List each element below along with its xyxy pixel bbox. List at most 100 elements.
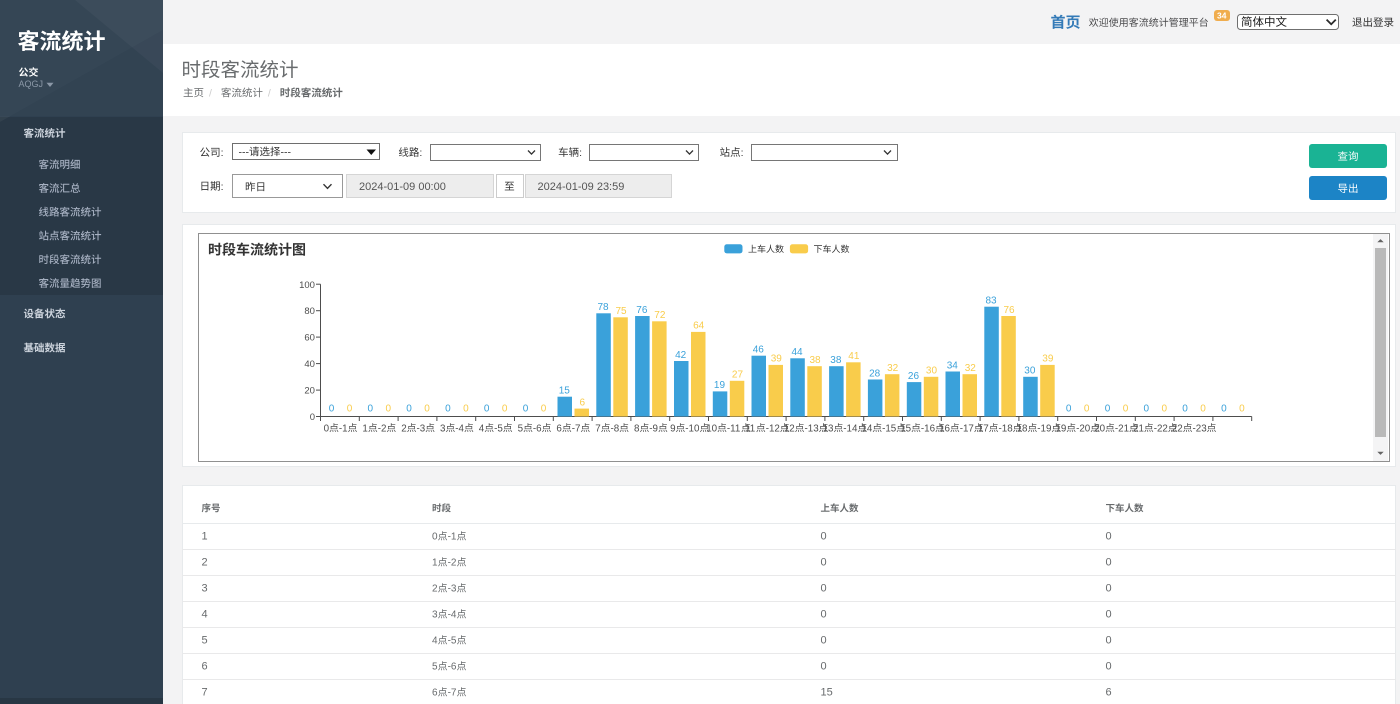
svg-text::: : xyxy=(221,181,224,193)
svg-text:38: 38 xyxy=(830,355,842,366)
svg-text:0: 0 xyxy=(1106,557,1112,569)
svg-text:32: 32 xyxy=(965,363,977,374)
svg-text:-1: -1 xyxy=(448,532,457,543)
svg-text:32: 32 xyxy=(887,363,899,374)
svg-text:/: / xyxy=(209,87,212,99)
svg-text:0: 0 xyxy=(821,609,827,621)
svg-text:20: 20 xyxy=(1094,423,1105,434)
svg-text:0: 0 xyxy=(821,531,827,543)
svg-text:76: 76 xyxy=(636,305,648,316)
svg-text:0: 0 xyxy=(329,403,335,414)
svg-text:72: 72 xyxy=(654,310,666,321)
svg-text:14: 14 xyxy=(861,423,872,434)
svg-text:18: 18 xyxy=(1017,423,1028,434)
svg-text:0: 0 xyxy=(502,403,508,414)
svg-text:3: 3 xyxy=(202,583,208,595)
svg-text:0: 0 xyxy=(1105,403,1111,414)
svg-text:100: 100 xyxy=(299,280,315,291)
svg-text:30: 30 xyxy=(1024,366,1036,377)
svg-text:27: 27 xyxy=(732,370,744,381)
svg-text:46: 46 xyxy=(753,345,765,356)
svg-text:-21: -21 xyxy=(1115,423,1129,434)
svg-text:-10: -10 xyxy=(685,423,700,434)
svg-text:-3: -3 xyxy=(448,584,457,595)
svg-text:19: 19 xyxy=(1055,423,1066,434)
svg-text:0: 0 xyxy=(347,403,353,414)
svg-text:75: 75 xyxy=(616,306,628,317)
svg-text:1: 1 xyxy=(362,423,367,434)
svg-text:1: 1 xyxy=(432,558,438,569)
svg-text:0: 0 xyxy=(484,403,490,414)
svg-text:16: 16 xyxy=(939,423,950,434)
svg-text:28: 28 xyxy=(869,368,881,379)
svg-text:21: 21 xyxy=(1133,423,1144,434)
svg-text:6: 6 xyxy=(1106,687,1112,699)
svg-text:2024-01-09 00:00: 2024-01-09 00:00 xyxy=(359,181,446,193)
svg-text:39: 39 xyxy=(771,354,783,365)
svg-text:0: 0 xyxy=(310,412,315,423)
svg-text:0: 0 xyxy=(821,583,827,595)
svg-text:17: 17 xyxy=(978,423,989,434)
svg-text:-16: -16 xyxy=(921,423,936,434)
svg-text:-20: -20 xyxy=(1076,423,1091,434)
svg-text:34: 34 xyxy=(947,360,959,371)
svg-text:5: 5 xyxy=(432,662,438,673)
svg-text:-17: -17 xyxy=(960,423,974,434)
svg-text:3: 3 xyxy=(440,423,446,434)
svg-text:19: 19 xyxy=(714,380,726,391)
svg-text:0: 0 xyxy=(821,557,827,569)
svg-text:76: 76 xyxy=(1004,305,1016,316)
svg-text:15: 15 xyxy=(900,423,911,434)
svg-text:4: 4 xyxy=(479,423,485,434)
svg-text:0: 0 xyxy=(368,403,374,414)
svg-text:0: 0 xyxy=(424,403,430,414)
svg-text:-6: -6 xyxy=(533,423,542,434)
svg-text:0: 0 xyxy=(463,403,469,414)
svg-text:34: 34 xyxy=(1217,10,1227,20)
svg-text:0: 0 xyxy=(1200,403,1206,414)
svg-text:6: 6 xyxy=(432,688,438,699)
svg-text:26: 26 xyxy=(908,371,920,382)
svg-text:0: 0 xyxy=(1106,635,1112,647)
svg-text:64: 64 xyxy=(693,321,705,332)
svg-text:0: 0 xyxy=(523,403,529,414)
svg-text:0: 0 xyxy=(432,532,438,543)
svg-text:-18: -18 xyxy=(999,423,1014,434)
svg-text:-3: -3 xyxy=(417,423,426,434)
svg-text:---: --- xyxy=(239,146,250,158)
svg-text:9: 9 xyxy=(670,423,675,434)
svg-text:2024-01-09 23:59: 2024-01-09 23:59 xyxy=(538,181,625,193)
svg-text:1: 1 xyxy=(202,531,208,543)
svg-text:-2: -2 xyxy=(378,423,387,434)
svg-text:-2: -2 xyxy=(448,558,457,569)
svg-text:42: 42 xyxy=(675,350,687,361)
svg-text:5: 5 xyxy=(518,423,524,434)
svg-text:7: 7 xyxy=(595,423,600,434)
svg-text:-5: -5 xyxy=(494,423,503,434)
svg-text:8: 8 xyxy=(634,423,640,434)
svg-text:44: 44 xyxy=(792,347,804,358)
svg-text:-7: -7 xyxy=(572,423,581,434)
svg-text:11: 11 xyxy=(745,423,755,434)
svg-text:-5: -5 xyxy=(448,636,457,647)
svg-text:10: 10 xyxy=(706,423,717,434)
svg-text:-22: -22 xyxy=(1154,423,1168,434)
svg-text:3: 3 xyxy=(432,610,438,621)
svg-text:/: / xyxy=(268,87,271,99)
svg-text:7: 7 xyxy=(202,687,208,699)
svg-text:78: 78 xyxy=(598,302,610,313)
svg-text:0: 0 xyxy=(1106,531,1112,543)
svg-text:2: 2 xyxy=(401,423,406,434)
svg-text:-15: -15 xyxy=(882,423,897,434)
svg-text:-13: -13 xyxy=(805,423,820,434)
svg-text:0: 0 xyxy=(406,403,412,414)
svg-text:0: 0 xyxy=(1106,609,1112,621)
svg-text:40: 40 xyxy=(304,359,315,370)
svg-text:15: 15 xyxy=(559,386,571,397)
svg-text:-8: -8 xyxy=(611,423,620,434)
svg-text:-11: -11 xyxy=(727,423,740,434)
svg-text:4: 4 xyxy=(202,609,208,621)
svg-text:6: 6 xyxy=(202,661,208,673)
svg-text:0: 0 xyxy=(821,661,827,673)
svg-text:0: 0 xyxy=(1106,661,1112,673)
